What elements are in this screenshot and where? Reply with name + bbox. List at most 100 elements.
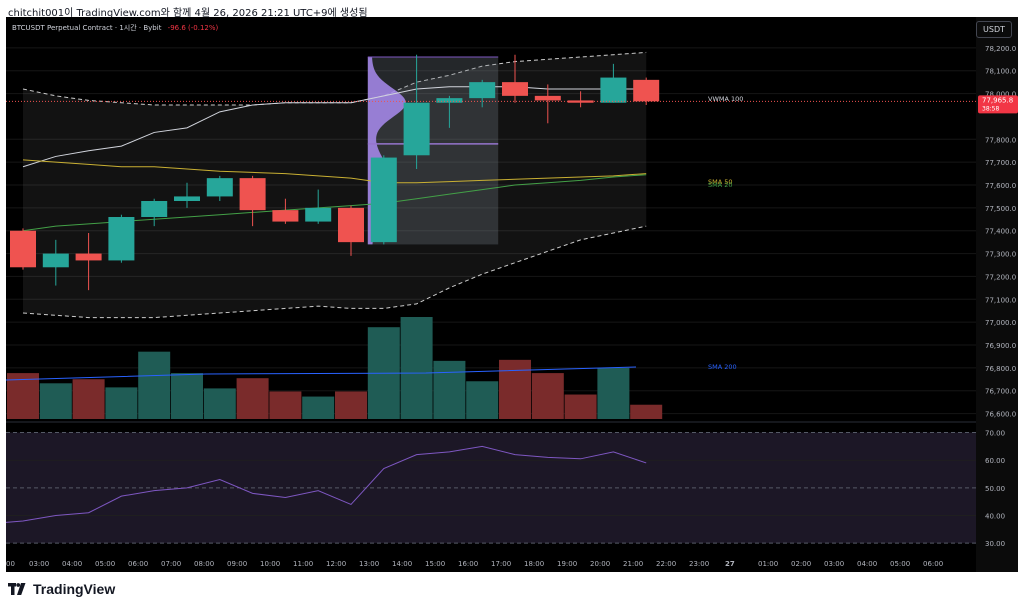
indicator-label: VWMA 100 xyxy=(708,95,743,103)
snapshot-caption: chitchit001이 TradingView.com와 함께 4월 26, … xyxy=(8,8,368,19)
time-tick-label: 03:00 xyxy=(824,560,844,568)
price-tick-label: 76,700.0 xyxy=(985,388,1016,396)
time-tick-label: 21:00 xyxy=(623,560,643,568)
candle-body xyxy=(108,217,135,261)
time-tick-label: 14:00 xyxy=(392,560,412,568)
time-tick-label: 06:00 xyxy=(923,560,943,568)
vwma100-line xyxy=(22,86,647,168)
time-tick-label: 09:00 xyxy=(227,560,247,568)
time-tick-label: 06:00 xyxy=(128,560,148,568)
price-tick-label: 78,000.0 xyxy=(985,91,1016,99)
time-tick-label: 03:00 xyxy=(29,560,49,568)
time-tick-label: 02:00 xyxy=(791,560,811,568)
candle-body xyxy=(305,207,332,222)
volume-bar xyxy=(72,379,105,419)
candle-body xyxy=(403,102,430,156)
time-tick-label: 16:00 xyxy=(458,560,478,568)
price-tick-label: 77,800.0 xyxy=(985,136,1016,144)
volume-bar xyxy=(531,373,564,419)
indicator-label: SMA 20 xyxy=(708,181,733,189)
bollinger-fill xyxy=(23,52,647,318)
price-tick-label: 77,700.0 xyxy=(985,159,1016,167)
volume-bar xyxy=(466,381,499,419)
time-tick-label: 13:00 xyxy=(359,560,379,568)
candle-body xyxy=(600,77,627,103)
sma200-line xyxy=(6,366,637,381)
current-price-badge xyxy=(978,95,1018,114)
time-tick-label: 11:00 xyxy=(293,560,313,568)
indicator-label: SMA 50 xyxy=(708,178,733,186)
price-tick-label: 77,600.0 xyxy=(985,182,1016,190)
volume-bar xyxy=(400,317,433,419)
chart-canvas[interactable]: 78,200.0 78,100.0 78,000.0 77,800.0 77,700.0… xyxy=(6,17,1018,572)
price-tick-label: 77,000.0 xyxy=(985,319,1016,327)
symbol-legend: BTCUSDT Perpetual Contract · 1시간 · Bybit… xyxy=(12,23,218,33)
time-tick-label: 10:00 xyxy=(260,560,280,568)
time-tick-label: 00 xyxy=(6,560,15,568)
rsi-tick-label: 40.00 xyxy=(985,513,1005,521)
candle-body xyxy=(338,207,364,243)
volume-bar xyxy=(302,396,335,419)
candle-body xyxy=(534,95,561,101)
time-tick-label: 23:00 xyxy=(689,560,709,568)
time-tick-label: 20:00 xyxy=(590,560,610,568)
time-tick-label: 04:00 xyxy=(62,560,82,568)
volume-bar xyxy=(335,391,367,419)
candle-body xyxy=(469,82,496,99)
price-tick-label: 76,600.0 xyxy=(985,411,1016,419)
time-tick-label: 07:00 xyxy=(161,560,181,568)
volume-bar xyxy=(564,394,597,419)
time-tick-label: 18:00 xyxy=(524,560,544,568)
candle-body xyxy=(206,178,233,197)
price-tick-label: 77,200.0 xyxy=(985,273,1016,281)
volume-bar xyxy=(433,360,466,419)
time-tick-label: 22:00 xyxy=(656,560,676,568)
candle-body xyxy=(75,253,102,261)
time-tick-label: 08:00 xyxy=(194,560,214,568)
currency-button[interactable]: USDT xyxy=(976,21,1012,38)
price-change: -96.6 (-0.12%) xyxy=(167,24,219,32)
tradingview-logo-icon xyxy=(8,583,26,595)
price-tick-label: 77,400.0 xyxy=(985,228,1016,236)
time-tick-label: 05:00 xyxy=(95,560,115,568)
time-tick-label: 17:00 xyxy=(491,560,511,568)
price-tick-label: 76,900.0 xyxy=(985,342,1016,350)
candle-body xyxy=(567,100,594,103)
candle-body xyxy=(239,178,266,211)
volume-bar xyxy=(630,404,663,419)
candle-body xyxy=(633,79,660,102)
price-tick-label: 77,500.0 xyxy=(985,205,1016,213)
time-tick-label: 12:00 xyxy=(326,560,346,568)
price-tick-label: 77,100.0 xyxy=(985,296,1016,304)
sma50-line xyxy=(22,159,647,184)
time-tick-label: 05:00 xyxy=(890,560,910,568)
rsi-tick-label: 70.00 xyxy=(985,430,1005,438)
candle-body xyxy=(174,196,200,201)
candle-body xyxy=(436,98,463,103)
volume-bar xyxy=(203,388,236,419)
rsi-tick-label: 60.00 xyxy=(985,457,1005,465)
volume-bar xyxy=(171,373,203,419)
time-tick-label: 27 xyxy=(725,560,735,568)
time-tick-label: 04:00 xyxy=(857,560,877,568)
symbol-title: BTCUSDT Perpetual Contract · 1시간 · Bybit xyxy=(12,24,162,32)
price-tick-label: 78,100.0 xyxy=(985,68,1016,76)
current-price-label: 77,965.8 xyxy=(982,96,1013,104)
volume-bar xyxy=(138,351,171,419)
bollinger-upper xyxy=(22,51,647,106)
candle-body xyxy=(272,210,299,222)
chart-panel[interactable]: 78,200.0 78,100.0 78,000.0 77,800.0 77,700.0… xyxy=(6,17,1018,572)
tradingview-brand: TradingView xyxy=(8,581,115,597)
rsi-tick-label: 30.00 xyxy=(985,540,1005,548)
candle-body xyxy=(502,82,528,96)
candle-body xyxy=(370,157,397,243)
price-tick-label: 78,200.0 xyxy=(985,45,1016,53)
volume-bar xyxy=(236,378,269,419)
volume-bar xyxy=(105,387,138,419)
time-tick-label: 01:00 xyxy=(758,560,778,568)
price-tick-label: 76,800.0 xyxy=(985,365,1016,373)
time-tick-label: 19:00 xyxy=(557,560,577,568)
candle-body xyxy=(141,201,168,217)
volume-bar xyxy=(597,368,630,419)
volume-bar xyxy=(269,391,302,419)
